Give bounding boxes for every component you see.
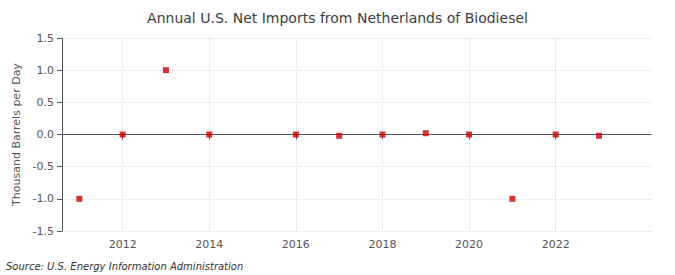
svg-text:2020: 2020: [455, 238, 483, 251]
svg-text:2012: 2012: [109, 238, 137, 251]
svg-text:2022: 2022: [542, 238, 570, 251]
svg-text:1.0: 1.0: [37, 64, 55, 77]
svg-text:2018: 2018: [368, 238, 396, 251]
svg-text:0.0: 0.0: [37, 128, 55, 141]
svg-text:Thousand Barrels per Day: Thousand Barrels per Day: [10, 63, 23, 207]
svg-text:-1.5: -1.5: [33, 225, 54, 238]
svg-text:-0.5: -0.5: [33, 160, 54, 173]
svg-text:Annual U.S. Net Imports from N: Annual U.S. Net Imports from Netherlands…: [147, 10, 528, 26]
svg-text:1.5: 1.5: [37, 32, 55, 45]
svg-text:2014: 2014: [195, 238, 223, 251]
svg-text:-1.0: -1.0: [33, 192, 54, 205]
svg-text:0.5: 0.5: [37, 96, 55, 109]
svg-text:Source: U.S. Energy Informatio: Source: U.S. Energy Information Administ…: [6, 261, 243, 272]
svg-text:2016: 2016: [282, 238, 310, 251]
